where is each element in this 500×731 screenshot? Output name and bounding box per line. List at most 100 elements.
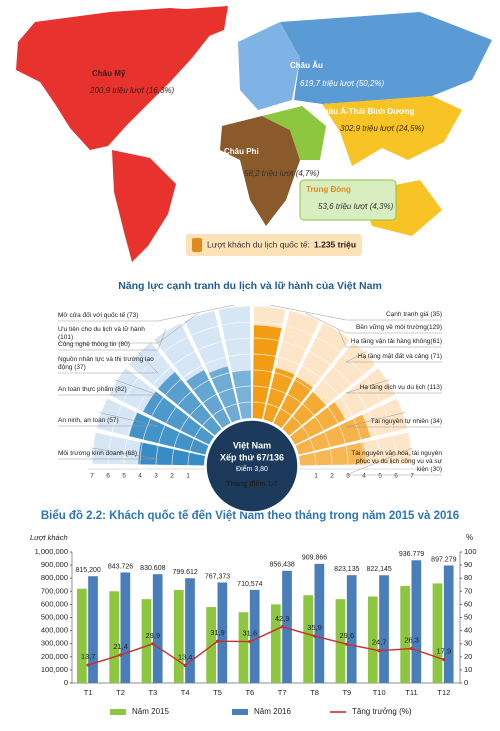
y2-tick-label: 100 [464, 547, 477, 556]
bar [185, 578, 195, 683]
region-value: 58,2 triệu lượt (4,7%) [244, 169, 320, 178]
greenland-shape [172, 6, 228, 42]
factor-label: Ưu tiên cho du lịch và lữ hành (101) [58, 326, 145, 341]
bar-value-label: 815,200 [76, 567, 101, 574]
growth-value-label: 17,9 [437, 647, 452, 656]
bar [443, 565, 454, 683]
region-value: 619,7 triệu lượt (50,2%) [300, 79, 385, 88]
score-wedge [252, 325, 282, 420]
total-value: 1.235 triệu [314, 239, 356, 249]
total-label: Lượt khách du lịch quốc tế: [207, 239, 310, 249]
factor-label: Cạnh tranh giá (35) [385, 311, 442, 318]
x-tick-label: T9 [342, 688, 351, 697]
growth-point [215, 639, 220, 643]
factor-label: Môi trường kinh doanh (68) [58, 450, 138, 457]
middle-east-box [299, 179, 397, 221]
growth-point [377, 649, 381, 653]
americas-shape [16, 8, 214, 150]
y-tick-label: 900,000 [41, 560, 68, 569]
scale-tick-label: 1 [186, 473, 190, 480]
y-tick-label: 400,000 [41, 626, 68, 635]
bar [141, 599, 152, 683]
region-value: 53,6 triệu lượt (4,3%) [318, 202, 394, 211]
bar [76, 588, 87, 683]
legend-swatch [110, 709, 126, 715]
total-icon [192, 238, 202, 252]
factor-label: Nguồn nhân lực và thị trường lao động (3… [58, 356, 154, 371]
y2-tick-label: 30 [464, 639, 472, 648]
bar [400, 586, 410, 683]
center-country: Việt Nam [233, 440, 271, 450]
factor-label: Tài nguyên văn hóa, tài nguyên phục vụ d… [351, 450, 442, 473]
x-tick-label: T7 [278, 688, 287, 697]
bar [249, 589, 260, 683]
growth-point [248, 640, 252, 644]
legend-swatch [232, 709, 248, 715]
region-name: Châu Phi [224, 147, 259, 156]
y-tick-label: 300,000 [41, 639, 68, 648]
score-wedge [208, 366, 241, 423]
x-tick-label: T11 [405, 688, 417, 697]
growth-point [118, 653, 123, 657]
bar [217, 582, 228, 683]
leader-line [58, 412, 159, 427]
y2-tick-label: 0 [464, 678, 468, 687]
bar-value-label: 799.612 [173, 569, 198, 576]
scale-tick-label: 4 [138, 473, 142, 480]
growth-point [312, 634, 317, 638]
bar-value-label: 936.779 [399, 551, 424, 558]
growth-value-label: 42,9 [275, 614, 290, 623]
bar-value-label: 767,373 [205, 573, 230, 580]
region-value: 302,9 triệu lượt (24,5%) [340, 124, 425, 133]
growth-point [345, 642, 349, 646]
scale-tick-label: 3 [346, 473, 350, 480]
bar [379, 575, 389, 683]
bar [109, 591, 119, 683]
factor-label: Mở cửa đối với quốc tế (73) [58, 312, 139, 319]
bar [152, 574, 163, 683]
leader-line [305, 312, 442, 334]
x-tick-label: T8 [310, 688, 319, 697]
bar [303, 595, 313, 683]
leader-line [58, 447, 159, 460]
y-tick-label: 1,000,000 [35, 547, 68, 556]
total-box [186, 234, 362, 256]
leader-line [58, 351, 159, 374]
bar [367, 596, 378, 683]
y2-tick-label: 10 [464, 665, 472, 674]
growth-value-label: 26,3 [404, 636, 419, 645]
x-tick-label: T3 [148, 688, 157, 697]
factor-label: An toàn thực phẩm (82) [58, 386, 127, 393]
center-score: Điểm 3,80 [236, 465, 268, 473]
bar [335, 599, 346, 683]
legend-label: Tăng trưởng (%) [352, 707, 412, 716]
growth-value-label: 24,7 [372, 638, 387, 647]
x-tick-label: T1 [84, 688, 93, 697]
y-axis-title: Lượt khách [30, 533, 68, 542]
growth-point [409, 646, 414, 651]
center-rank: Xếp thứ 67/136 [220, 452, 284, 462]
factor-label: Hạ tầng mặt đất và cảng (71) [357, 353, 442, 360]
growth-point [151, 642, 155, 646]
x-tick-label: T10 [373, 688, 386, 697]
score-wedge [289, 402, 346, 445]
bar-value-label: 843.726 [108, 563, 133, 570]
y2-tick-label: 90 [464, 560, 472, 569]
y2-tick-label: 50 [464, 612, 472, 621]
scale-tick-label: 3 [154, 473, 158, 480]
scale-ring [187, 401, 317, 467]
scale-tick-label: 5 [378, 473, 382, 480]
factor-label: Hạ tầng dịch vụ du lịch (113) [359, 384, 442, 391]
score-wedge [295, 414, 371, 455]
leader-line [345, 412, 442, 428]
leader-line [345, 447, 442, 476]
y2-tick-label: 80 [464, 573, 472, 582]
south-america-shape [112, 150, 176, 262]
y2-tick-label: 70 [464, 586, 472, 595]
scale-tick-label: 7 [90, 473, 94, 480]
bar [120, 572, 131, 683]
scale-tick-label: 4 [362, 473, 366, 480]
growth-value-label: 29,6 [340, 631, 355, 640]
y-tick-label: 800,000 [41, 573, 68, 582]
